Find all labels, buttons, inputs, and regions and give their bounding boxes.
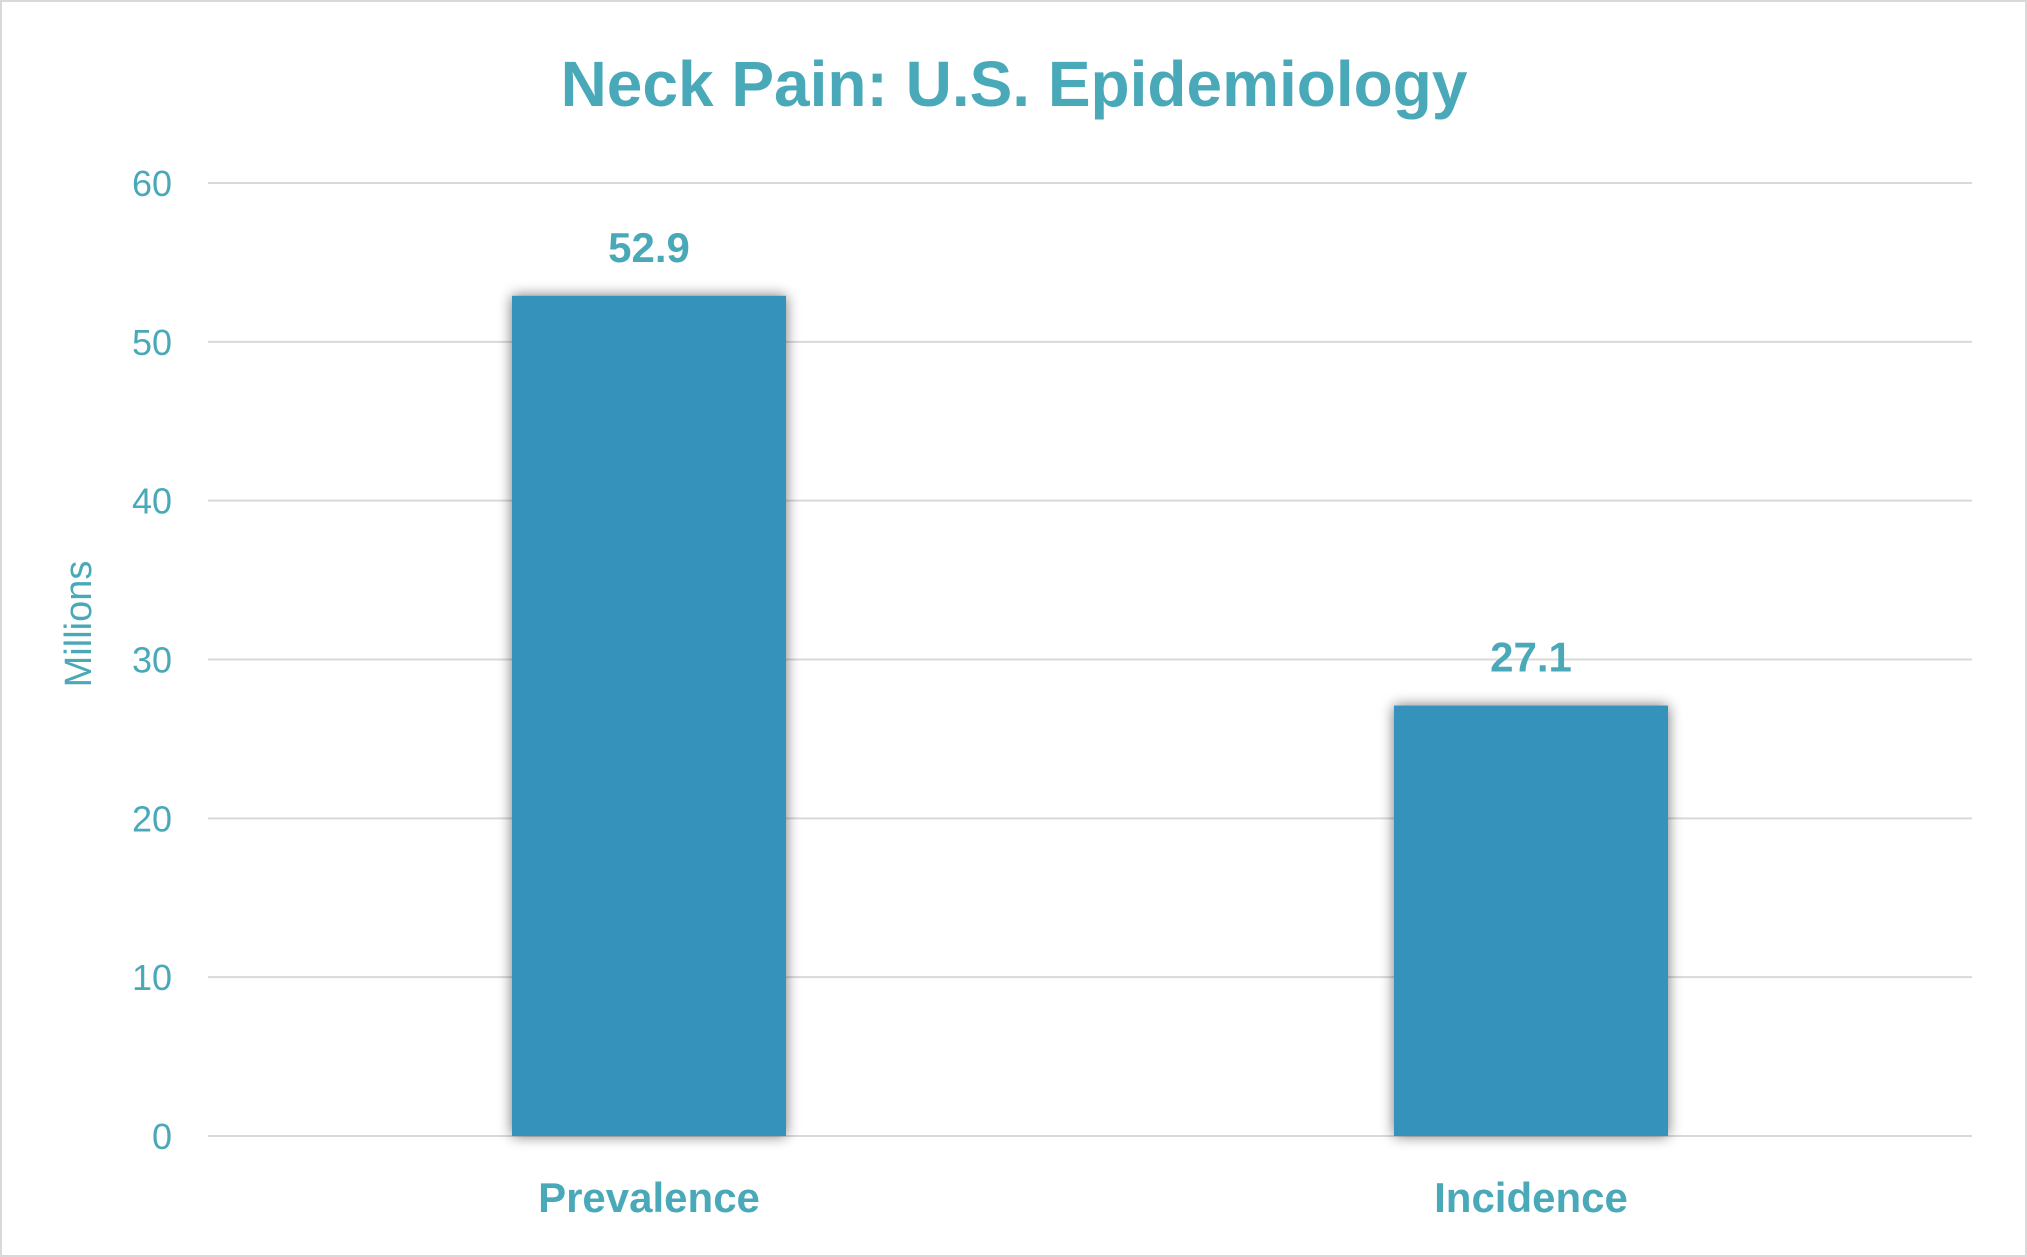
y-tick-label: 0 xyxy=(152,1116,172,1157)
x-category-label: Incidence xyxy=(1434,1174,1628,1221)
y-tick-label: 30 xyxy=(132,640,172,681)
gridlines xyxy=(208,182,1972,1137)
y-tick-label: 50 xyxy=(132,322,172,363)
data-label: 27.1 xyxy=(1490,634,1572,681)
y-axis-label: Millions xyxy=(58,561,100,688)
y-tick-label: 20 xyxy=(132,798,172,839)
bars xyxy=(512,295,1668,1136)
x-axis-categories: Prevalence Incidence xyxy=(538,1174,1628,1221)
y-tick-label: 10 xyxy=(132,957,172,998)
y-axis-ticks: 0 10 20 30 40 50 60 xyxy=(132,163,172,1157)
data-labels: 52.9 27.1 xyxy=(608,224,1572,681)
chart-title: Neck Pain: U.S. Epidemiology xyxy=(561,48,1468,120)
bar-incidence xyxy=(1394,705,1668,1136)
y-tick-label: 40 xyxy=(132,481,172,522)
data-label: 52.9 xyxy=(608,224,690,271)
bar-prevalence xyxy=(512,295,786,1136)
y-tick-label: 60 xyxy=(132,163,172,204)
x-category-label: Prevalence xyxy=(538,1174,760,1221)
